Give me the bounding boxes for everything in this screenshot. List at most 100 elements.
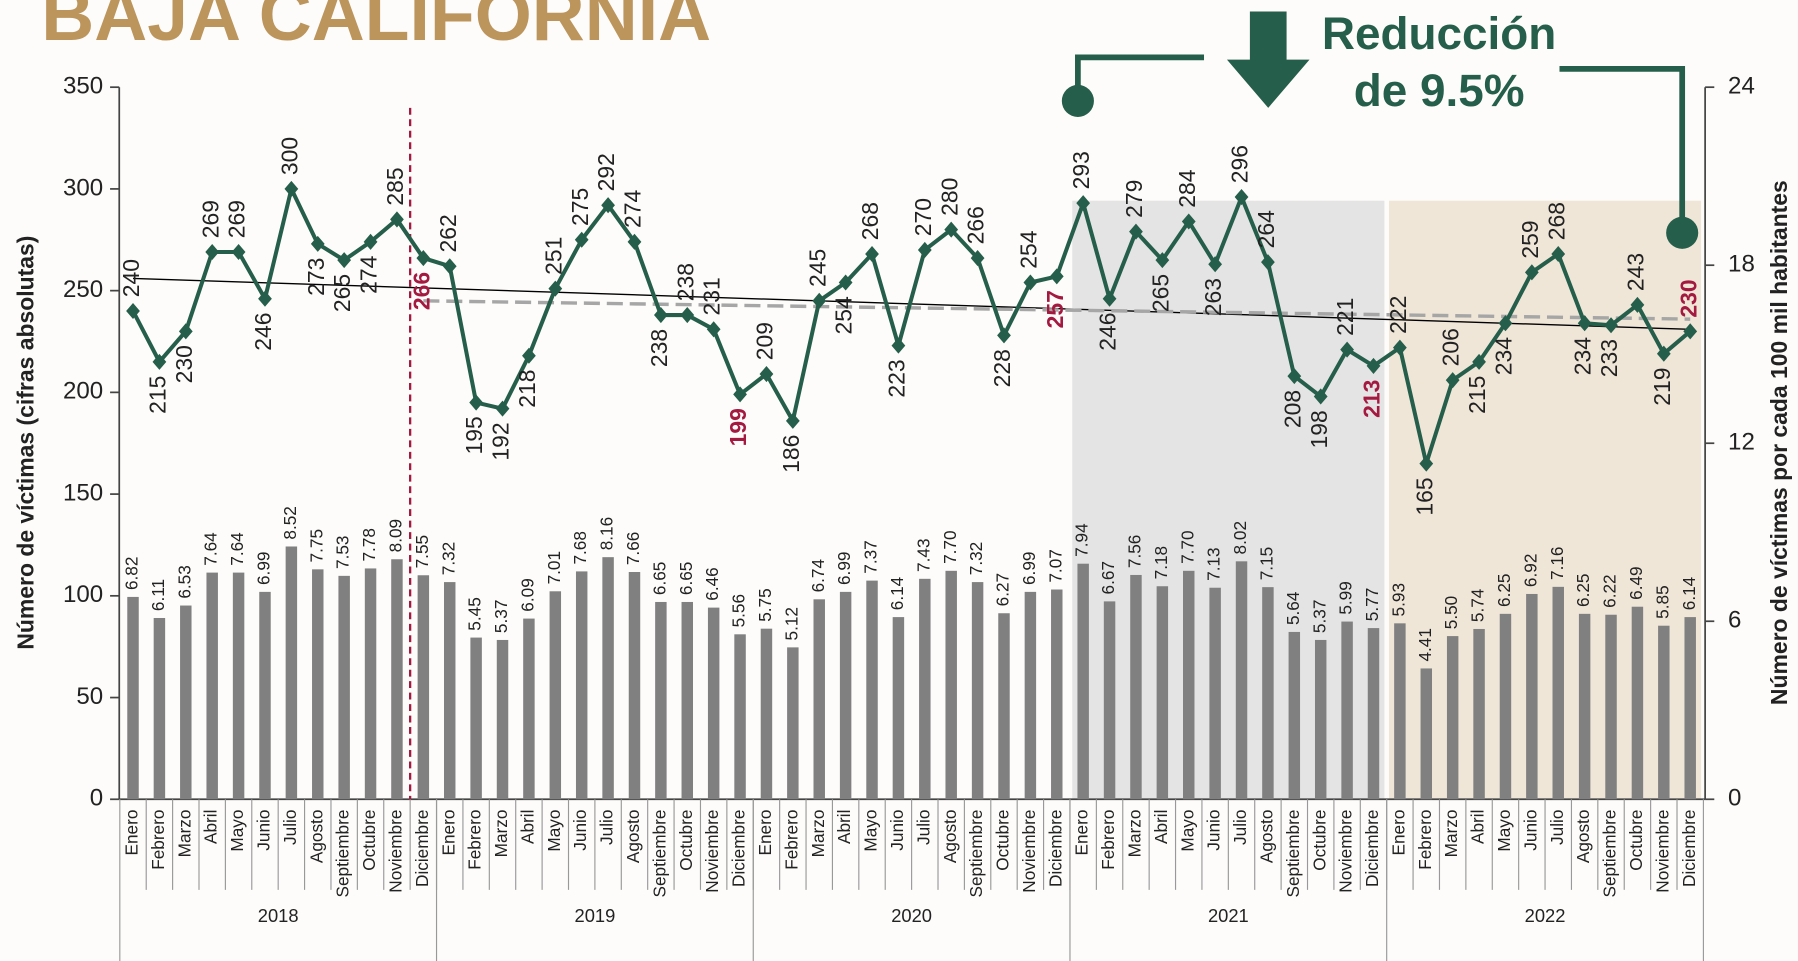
line-value-label: 266 [963, 206, 989, 244]
x-tick-label: Noviembre [1336, 810, 1356, 893]
x-tick-label: Mayo [227, 810, 247, 852]
y-tick-label: 200 [63, 378, 103, 405]
bar-value-label: 5.75 [755, 588, 775, 621]
bar [1209, 588, 1220, 800]
line-value-label: 257 [1042, 290, 1068, 328]
x-tick-label: Mayo [1494, 810, 1514, 852]
x-tick-label: Diciembre [412, 810, 432, 887]
bar [1077, 564, 1088, 800]
x-tick-label: Diciembre [729, 810, 749, 887]
bar [206, 573, 217, 800]
bar-value-label: 7.55 [412, 535, 432, 568]
bar [1658, 626, 1669, 800]
line-value-label: 198 [1306, 410, 1332, 448]
line-value-label: 192 [488, 422, 514, 460]
x-tick-label: Junio [570, 810, 590, 851]
line-value-label: 268 [1543, 202, 1569, 240]
x-tick-label: Junio [1204, 810, 1224, 851]
y2-tick-label: 18 [1728, 251, 1755, 278]
x-tick-label: Noviembre [385, 810, 405, 893]
bar-value-label: 6.65 [649, 562, 669, 595]
x-tick-label: Marzo [808, 810, 828, 858]
bracket-dot [1666, 217, 1698, 249]
x-tick-label: Noviembre [1652, 810, 1672, 893]
line-value-label: 215 [1464, 376, 1490, 414]
bar-value-label: 5.64 [1283, 591, 1303, 625]
bar-value-label: 6.99 [834, 552, 854, 585]
bar-value-label: 7.56 [1125, 535, 1145, 568]
bar-value-label: 6.09 [517, 578, 537, 611]
line-value-label: 223 [883, 359, 909, 397]
annotation: Reducción [1322, 7, 1556, 59]
line-value-label: 246 [250, 313, 276, 351]
bar-value-label: 6.74 [808, 559, 828, 593]
bar-value-label: 7.53 [333, 536, 353, 569]
bar-value-label: 6.46 [702, 567, 722, 600]
line-value-label: 221 [1332, 298, 1358, 336]
line-value-label: 231 [699, 277, 725, 315]
bar [497, 640, 508, 799]
x-tick-label: Abril [201, 810, 221, 844]
bar [550, 591, 561, 799]
bar-value-label: 5.77 [1362, 588, 1382, 621]
x-tick-label: Marzo [491, 810, 511, 858]
x-tick-label: Marzo [1441, 810, 1461, 858]
x-tick-label: Octubre [1626, 810, 1646, 871]
x-tick-label: Septiembre [333, 810, 353, 898]
line-value-label: 213 [1359, 380, 1385, 418]
x-tick-label: Julio [597, 810, 617, 845]
line-value-label: 222 [1385, 296, 1411, 334]
bar [734, 634, 745, 799]
bar [1262, 587, 1273, 799]
bar-value-label: 7.16 [1547, 547, 1567, 580]
bar-value-label: 7.70 [1177, 530, 1197, 563]
bar [1500, 614, 1511, 799]
bar [1526, 594, 1537, 799]
line-value-label: 243 [1622, 253, 1648, 291]
bar [1051, 590, 1062, 800]
x-tick-label: Enero [438, 810, 458, 856]
bar-value-label: 6.11 [148, 579, 168, 611]
bar-value-label: 7.66 [623, 532, 643, 565]
chart-title: BAJA CALIFORNIA [41, 0, 711, 56]
line-value-label: 264 [1253, 210, 1279, 248]
line-value-label: 273 [303, 258, 329, 296]
bar-value-label: 7.43 [913, 538, 933, 571]
y-tick-label: 0 [90, 785, 103, 812]
line-value-label: 206 [1438, 328, 1464, 366]
line-value-label: 265 [329, 274, 355, 312]
line-value-label: 234 [1491, 337, 1517, 375]
bar [814, 599, 825, 799]
x-tick-label: Enero [1072, 810, 1092, 856]
year-label: 2018 [258, 905, 299, 926]
bar [1157, 586, 1168, 799]
line-value-label: 233 [1596, 339, 1622, 377]
x-tick-label: Abril [1151, 810, 1171, 844]
line-value-label: 269 [197, 200, 223, 238]
x-tick-label: Junio [1520, 810, 1540, 851]
bar [998, 613, 1009, 799]
line-value-label: 296 [1227, 145, 1253, 183]
x-tick-label: Octubre [359, 810, 379, 871]
year-label: 2019 [575, 905, 616, 926]
bar-value-label: 7.32 [966, 542, 986, 575]
bracket-dot [1062, 85, 1094, 117]
line-value-label: 293 [1068, 151, 1094, 189]
bar [154, 618, 165, 799]
bar [840, 592, 851, 799]
x-tick-label: Febrero [1098, 810, 1118, 870]
bar-value-label: 7.13 [1204, 547, 1224, 580]
line-value-label: 259 [1517, 220, 1543, 258]
line-value-label: 165 [1411, 477, 1437, 515]
x-tick-label: Julio [280, 810, 300, 845]
x-tick-label: Mayo [1177, 810, 1197, 852]
bar [1684, 617, 1695, 799]
bar [682, 602, 693, 799]
y-axis-title: Número de víctimas (cifras absolutas) [13, 236, 39, 650]
bar-value-label: 6.82 [122, 557, 142, 590]
bar [893, 617, 904, 799]
bar [866, 581, 877, 800]
bar-value-label: 6.22 [1600, 574, 1620, 607]
bar-value-label: 5.85 [1652, 585, 1672, 618]
bar [1315, 640, 1326, 799]
